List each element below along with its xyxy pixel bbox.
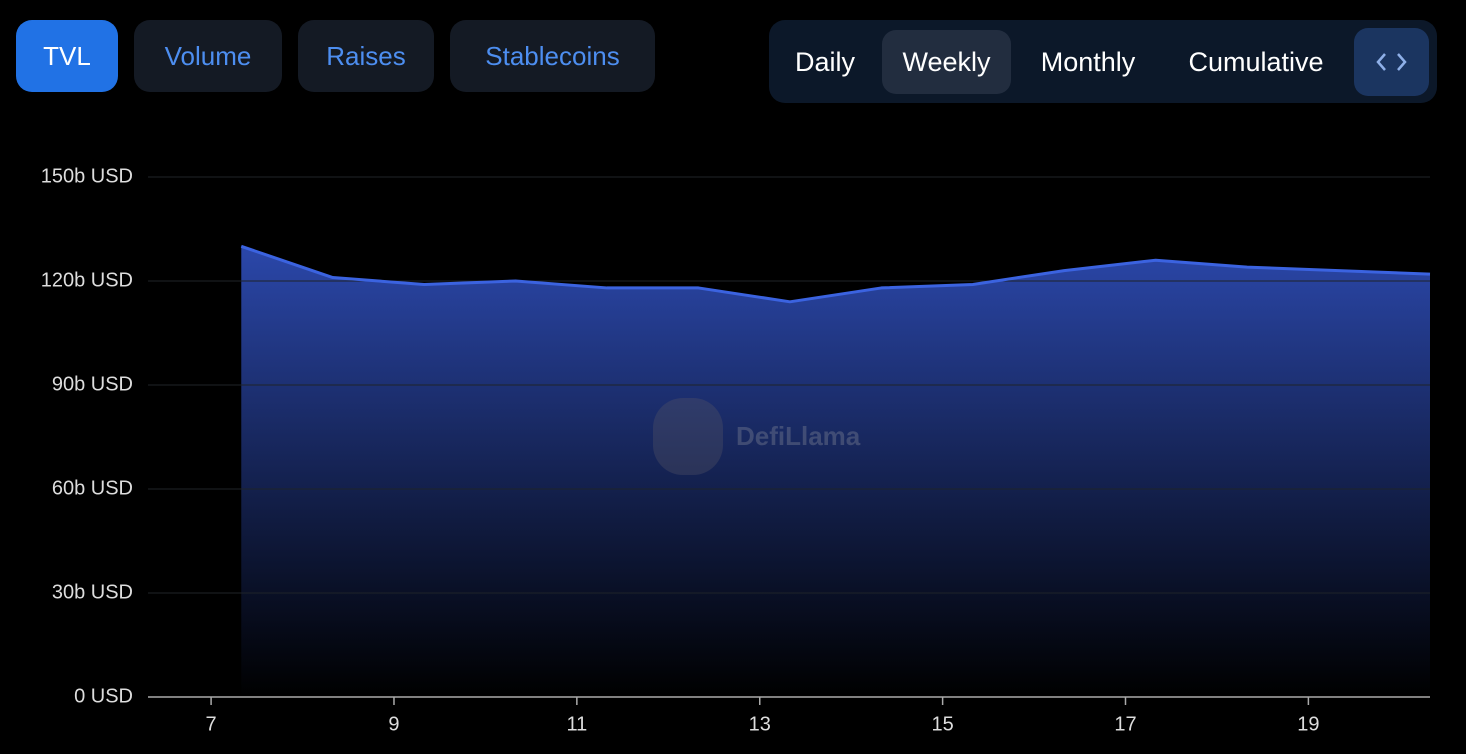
tab[interactable]: Stablecoins (450, 20, 655, 92)
y-tick-label: 0 USD (74, 685, 133, 707)
y-tick-label: 120b USD (41, 269, 133, 291)
area (241, 246, 1430, 698)
y-tick-label: 90b USD (52, 373, 133, 395)
period-button[interactable]: Monthly (1040, 46, 1136, 77)
embed-icon (1376, 53, 1407, 71)
x-tick-label: 11 (566, 713, 587, 735)
tab[interactable]: Volume (134, 20, 282, 92)
x-tick-label: 15 (931, 713, 953, 735)
x-tick-label: 13 (749, 713, 771, 735)
embed-button[interactable] (1354, 28, 1429, 96)
x-tick-label: 19 (1297, 713, 1319, 735)
x-tick-label: 7 (206, 713, 217, 735)
watermark-text: DefiLlama (736, 421, 861, 451)
period-group: Daily Weekly Monthly Cumulative (769, 20, 1437, 103)
period-button[interactable]: Weekly (882, 30, 1011, 94)
tab[interactable]: TVL (16, 20, 118, 92)
x-tick-label: 9 (388, 713, 399, 735)
period-button[interactable]: Daily (794, 46, 855, 77)
watermark: DefiLlama (653, 398, 861, 475)
y-tick-label: 30b USD (52, 581, 133, 603)
period-button[interactable]: Cumulative (1188, 46, 1324, 77)
y-tick-label: 60b USD (52, 477, 133, 499)
y-tick-label: 150b USD (41, 165, 133, 187)
x-tick-label: 17 (1114, 713, 1136, 735)
line (240, 244, 1431, 304)
tab[interactable]: Raises (298, 20, 434, 92)
